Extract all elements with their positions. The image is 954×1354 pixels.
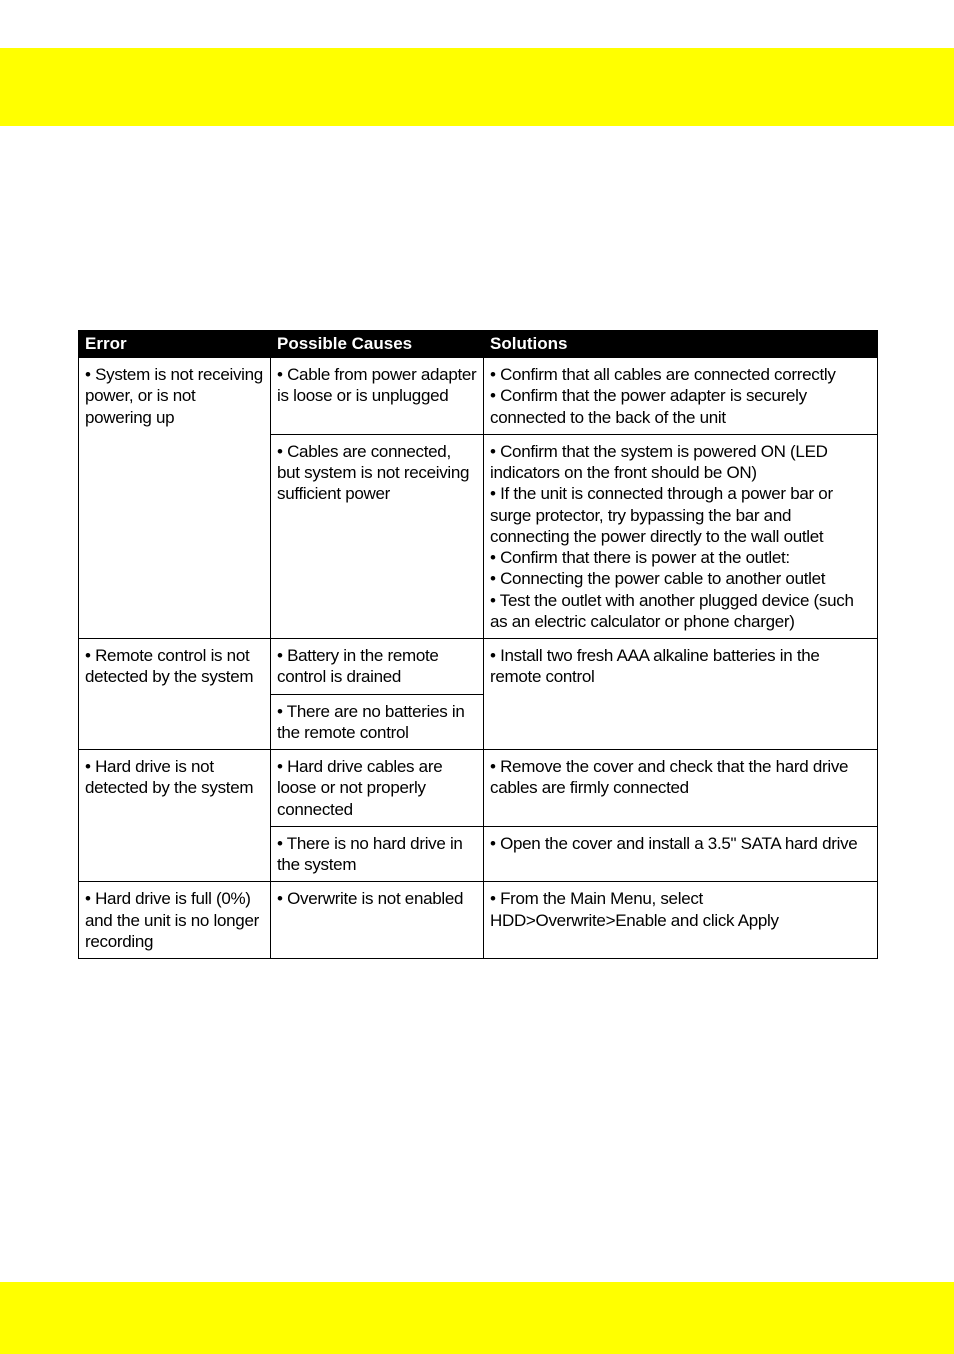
cell-error: • Remote control is not detected by the … [79,639,271,750]
bottom-yellow-band [0,1282,954,1354]
col-header-solutions: Solutions [484,331,878,358]
table-header-row: Error Possible Causes Solutions [79,331,878,358]
cell-cause: • Battery in the remote control is drain… [271,639,484,695]
cell-solution: • Install two fresh AAA alkaline batteri… [484,639,878,750]
cell-cause: • Overwrite is not enabled [271,882,484,959]
table-row: • System is not receiving power, or is n… [79,358,878,435]
cell-solution: • Confirm that all cables are connected … [484,358,878,435]
cell-solution: • Remove the cover and check that the ha… [484,750,878,827]
cell-error: • Hard drive is not detected by the syst… [79,750,271,882]
cell-error: • System is not receiving power, or is n… [79,358,271,639]
troubleshooting-table: Error Possible Causes Solutions • System… [78,330,878,959]
col-header-causes: Possible Causes [271,331,484,358]
troubleshooting-table-wrap: Error Possible Causes Solutions • System… [78,330,877,959]
col-header-error: Error [79,331,271,358]
table-row: • Hard drive is not detected by the syst… [79,750,878,827]
cell-solution: • Confirm that the system is powered ON … [484,434,878,638]
cell-cause: • There are no batteries in the remote c… [271,694,484,750]
cell-solution: • Open the cover and install a 3.5" SATA… [484,826,878,882]
top-yellow-band [0,48,954,126]
table-row: • Hard drive is full (0%) and the unit i… [79,882,878,959]
cell-solution: • From the Main Menu, select HDD>Overwri… [484,882,878,959]
cell-cause: • Cable from power adapter is loose or i… [271,358,484,435]
cell-cause: • Hard drive cables are loose or not pro… [271,750,484,827]
cell-error: • Hard drive is full (0%) and the unit i… [79,882,271,959]
cell-cause: • There is no hard drive in the system [271,826,484,882]
cell-cause: • Cables are connected, but system is no… [271,434,484,638]
table-row: • Remote control is not detected by the … [79,639,878,695]
